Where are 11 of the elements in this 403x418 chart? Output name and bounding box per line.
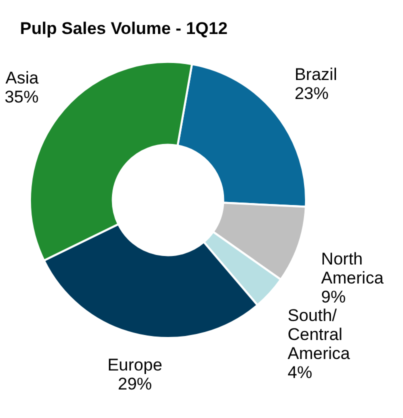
data-label: 4% [288, 363, 312, 382]
chart-title: Pulp Sales Volume - 1Q12 [20, 19, 228, 38]
data-label: 23% [294, 84, 329, 103]
slice-label: South/ Central America [288, 306, 351, 364]
data-label: 9% [321, 288, 346, 307]
data-label: 35% [4, 88, 39, 107]
slice-label: Asia [6, 68, 40, 88]
slice-label: North America [321, 250, 384, 288]
slice-label: Europe [107, 356, 162, 375]
slice-label: Brazil [294, 64, 338, 84]
data-label: 29% [118, 374, 152, 394]
